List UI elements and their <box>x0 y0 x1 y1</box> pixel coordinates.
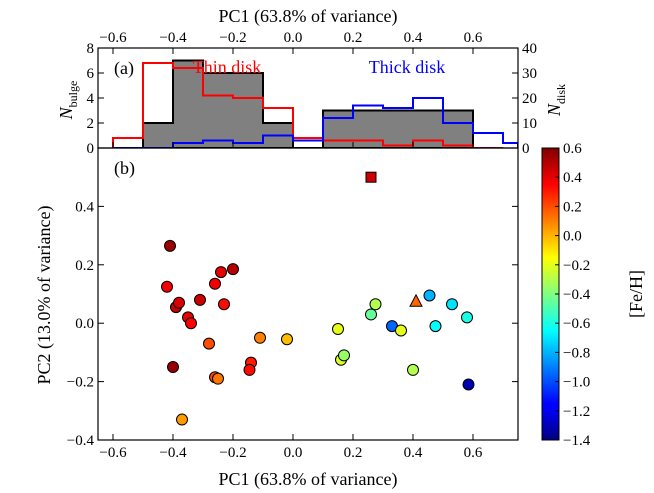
top-axis-label: PC1 (63.8% of variance) <box>219 6 398 27</box>
scatter-x-tick-label: 0.2 <box>344 445 363 461</box>
scatter-point <box>167 361 179 373</box>
hist-bars <box>112 59 518 148</box>
scatter-ticks: −0.6 −0.4 −0.2 0.0 0.2 0.4 0.6−0.4−0.20.00.20.… <box>67 199 518 461</box>
scatter-x-tick-label: −0.4 <box>159 445 187 461</box>
scatter-x-tick-label: 0.6 <box>464 445 483 461</box>
scatter-point <box>203 337 215 350</box>
colorbar-tick-label: −1.0 <box>563 375 590 391</box>
hist-top-tick-label: 0.2 <box>344 30 363 46</box>
scatter-point <box>332 323 344 336</box>
hist-top-tick-label: 0.4 <box>404 30 423 46</box>
hist-top-tick-label: 0.6 <box>464 30 483 46</box>
hist-left-tick-label: 4 <box>87 91 95 107</box>
scatter-point <box>423 289 436 302</box>
scatter-points <box>161 171 475 426</box>
scatter-point <box>254 331 266 344</box>
hist-left-tick-label: 8 <box>87 41 95 57</box>
hist-series-thick-disk <box>113 97 518 148</box>
hist-right-tick-label: 30 <box>522 66 537 82</box>
scatter-xlabel: PC1 (63.8% of variance) <box>219 469 398 490</box>
colorbar-tick-label: −0.2 <box>563 258 590 274</box>
panel-label-a: (a) <box>114 58 134 79</box>
scatter-point-square <box>365 171 377 183</box>
hist-top-tick-label: −0.6 <box>99 30 127 46</box>
hist-right-ylabel: Ndisk <box>544 84 568 117</box>
scatter-x-tick-label: −0.2 <box>219 445 246 461</box>
scatter-point <box>461 311 473 324</box>
colorbar-tick-label: −0.8 <box>563 345 590 361</box>
colorbar-tick-label: 0.6 <box>563 141 582 157</box>
scatter-point <box>176 413 188 426</box>
hist-right-tick-label: 20 <box>522 91 537 107</box>
hist-left-ylabel: Nbulge <box>56 81 80 121</box>
hist-right-tick-label: 0 <box>522 141 530 157</box>
scatter-point <box>429 320 442 333</box>
colorbar: 0.6 0.4 0.2 0.0 −0.2 −0.4 −0.6 −0.8 −1.0 −1.2 −1.4… <box>541 141 646 449</box>
scatter-y-tick-label: 0.2 <box>75 258 94 274</box>
scatter-point <box>338 349 350 362</box>
hist-ticks: −0.6 −0.4 −0.2 0.0 0.2 0.4 0.6 0 2 4 6 8 0 10 20 30 40 <box>87 30 538 157</box>
colorbar-tick-label: −1.2 <box>563 404 590 420</box>
scatter-point <box>407 363 419 376</box>
colorbar-ticks: 0.6 0.4 0.2 0.0 −0.2 −0.4 −0.6 −0.8 −1.0 −1.2 −1.4 <box>555 141 591 449</box>
hist-annotations: Thin disk Thick disk <box>193 57 446 77</box>
scatter-y-tick-label: −0.2 <box>67 375 94 391</box>
hist-top-tick-label: −0.2 <box>219 30 246 46</box>
scatter-ylabel: PC2 (13.0% of variance) <box>34 206 55 385</box>
scatter-x-tick-label: 0.0 <box>284 445 303 461</box>
hist-right-ylabel-sub: disk <box>554 84 568 104</box>
scatter-point <box>209 277 221 290</box>
hist-left-tick-label: 6 <box>87 66 95 82</box>
scatter-y-tick-label: 0.4 <box>75 199 94 215</box>
hist-right-tick-label: 10 <box>522 116 537 132</box>
colorbar-tick-label: −1.4 <box>563 433 591 449</box>
scatter-point <box>215 266 227 279</box>
scatter-x-tick-label: 0.4 <box>404 445 423 461</box>
hist-left-tick-label: 2 <box>87 116 95 132</box>
scatter-point <box>164 239 176 252</box>
colorbar-tick-label: −0.4 <box>563 287 591 303</box>
scatter-point <box>243 363 256 376</box>
colorbar-tick-label: −0.6 <box>563 316 591 332</box>
panel-label-b: (b) <box>114 158 135 179</box>
hist-annotation-thin-disk: Thin disk <box>193 57 262 77</box>
colorbar-tick-label: 0.2 <box>563 199 582 215</box>
scatter-point <box>218 298 230 311</box>
colorbar-label: [Fe/H] <box>626 270 646 318</box>
scatter-y-tick-label: −0.4 <box>67 433 95 449</box>
hist-left-tick-label: 0 <box>87 141 95 157</box>
colorbar-tick-label: 0.4 <box>563 170 582 186</box>
scatter-point <box>212 372 224 385</box>
scatter-point <box>194 293 206 306</box>
hist-right-tick-label: 40 <box>522 41 537 57</box>
scatter-point <box>365 308 377 321</box>
scatter-point <box>227 263 239 276</box>
hist-annotation-thick-disk: Thick disk <box>369 57 446 77</box>
histogram-panel: PC1 (63.8% of variance) −0.6 −0.4 −0.2 0.0 0… <box>56 6 568 157</box>
scatter-point <box>369 298 382 311</box>
hist-series-thin-disk <box>112 62 503 148</box>
hist-right-ylabel-main: N <box>544 103 564 117</box>
hist-left-ylabel-main: N <box>56 106 76 120</box>
colorbar-tick-label: 0.0 <box>563 229 582 245</box>
scatter-point <box>161 280 173 293</box>
hist-top-tick-label: 0.0 <box>284 30 303 46</box>
hist-top-tick-label: −0.4 <box>159 30 187 46</box>
scatter-point <box>173 296 185 309</box>
scatter-y-tick-label: 0.0 <box>75 316 94 332</box>
hist-left-ylabel-sub: bulge <box>66 81 80 108</box>
scatter-panel: −0.6 −0.4 −0.2 0.0 0.2 0.4 0.6−0.4−0.20.00.20.… <box>34 147 519 490</box>
scatter-point <box>395 324 407 337</box>
scatter-point <box>281 333 293 346</box>
scatter-point <box>185 317 197 330</box>
scatter-point-triangle <box>409 293 423 307</box>
scatter-x-tick-label: −0.6 <box>99 445 127 461</box>
scatter-point <box>446 298 458 311</box>
scatter-point <box>462 378 475 391</box>
scatter-frame <box>97 147 519 441</box>
